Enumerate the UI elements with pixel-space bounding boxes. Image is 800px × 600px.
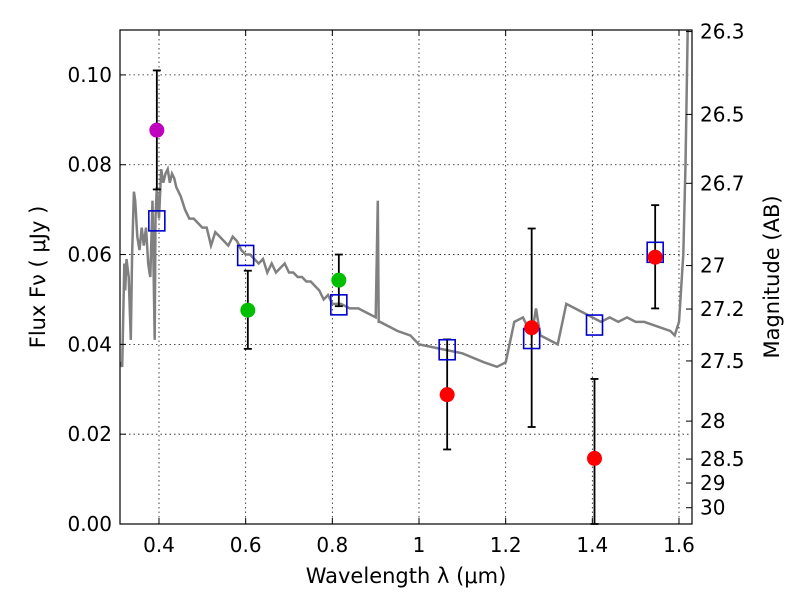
observed-point	[524, 320, 540, 336]
y-tick-label: 0.02	[67, 422, 112, 446]
model-square	[330, 294, 348, 316]
x-tick-label: 1	[413, 533, 426, 557]
observed-point	[439, 387, 455, 403]
mag-tick-label: 26.7	[700, 171, 745, 195]
mag-tick-label: 27.2	[700, 297, 745, 321]
model-square	[148, 210, 166, 232]
y-tick-label: 0.00	[67, 512, 112, 536]
observed-point	[647, 249, 663, 265]
mag-tick-label: 27.5	[700, 349, 745, 373]
spectrum-line	[120, 30, 689, 369]
observed-point	[587, 450, 602, 466]
observed-point	[240, 302, 256, 318]
y-tick-label: 0.10	[67, 63, 112, 87]
axis-ticks: 0.4 0.6 0.8 1 1.2 1.4 1.6 0.00 0.02 0.04 0.06 0.08 0…	[67, 20, 744, 557]
mag-tick-label: 28.5	[700, 447, 745, 471]
y-tick-label: 0.08	[67, 153, 112, 177]
model-square	[585, 314, 604, 336]
mag-tick-label: 30	[700, 496, 725, 520]
plot-area	[120, 30, 689, 525]
y-tick-label: 0.06	[67, 243, 112, 267]
mag-tick-label: 26.3	[700, 20, 745, 44]
mag-tick-label: 27	[700, 254, 725, 278]
observed-point	[331, 272, 347, 288]
x-tick-label: 0.8	[316, 533, 348, 557]
x-tick-label: 1.6	[663, 533, 695, 557]
mag-tick-label: 28	[700, 409, 725, 433]
x-tick-label: 0.6	[230, 533, 262, 557]
x-axis-label: Wavelength λ (μm)	[306, 564, 507, 588]
y-tick-label: 0.04	[67, 332, 112, 356]
y-axis-label: Flux Fν ( μJy )	[26, 206, 50, 349]
mag-tick-label: 26.5	[700, 102, 745, 126]
model-square	[236, 244, 255, 267]
mag-tick-label: 29	[700, 471, 725, 495]
axes-frame	[119, 29, 693, 525]
y2-axis-label: Magnitude (AB)	[760, 195, 784, 358]
x-tick-label: 0.4	[143, 533, 175, 557]
model-square	[438, 338, 456, 361]
x-tick-label: 1.2	[490, 533, 522, 557]
observed-point	[149, 122, 165, 138]
x-tick-label: 1.4	[576, 533, 608, 557]
